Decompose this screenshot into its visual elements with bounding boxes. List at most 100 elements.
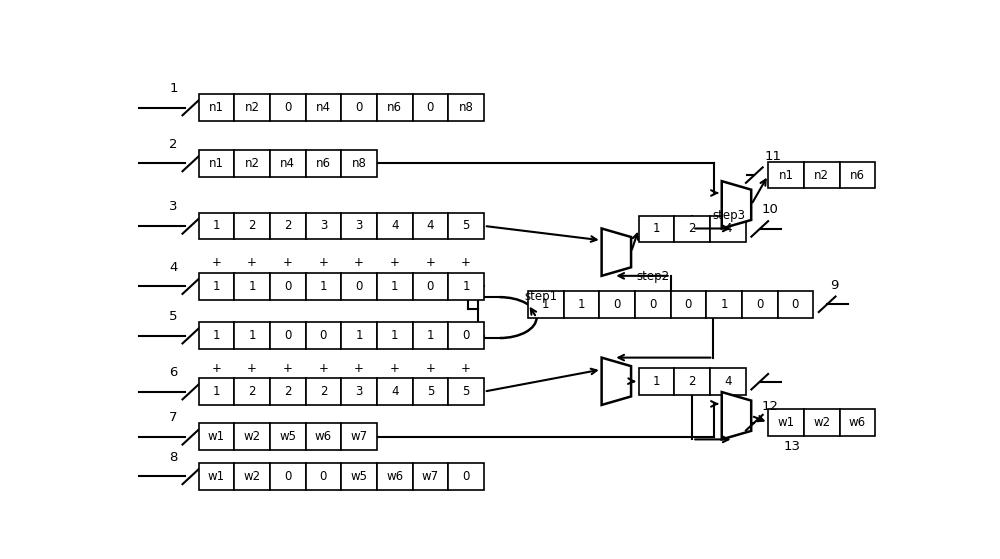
Bar xyxy=(377,463,413,490)
Bar xyxy=(234,378,270,405)
Polygon shape xyxy=(722,392,751,439)
Bar xyxy=(341,273,377,300)
Polygon shape xyxy=(602,358,631,405)
Text: 1: 1 xyxy=(720,298,728,311)
Text: 0: 0 xyxy=(427,280,434,293)
Text: n1: n1 xyxy=(209,101,224,114)
Polygon shape xyxy=(602,229,631,276)
Text: 3: 3 xyxy=(355,220,363,233)
Bar xyxy=(306,323,341,349)
Text: +: + xyxy=(318,257,328,269)
Text: 2: 2 xyxy=(284,220,292,233)
Text: +: + xyxy=(354,257,364,269)
Text: 5: 5 xyxy=(462,385,470,398)
Text: 0: 0 xyxy=(284,101,291,114)
Text: 2: 2 xyxy=(248,220,256,233)
Text: 4: 4 xyxy=(391,385,398,398)
Text: 0: 0 xyxy=(284,280,291,293)
Text: 1: 1 xyxy=(427,329,434,342)
Bar xyxy=(341,378,377,405)
Text: 1: 1 xyxy=(169,82,178,95)
Bar xyxy=(710,368,746,395)
Bar xyxy=(234,424,270,450)
Bar xyxy=(742,291,778,318)
Text: 2: 2 xyxy=(248,385,256,398)
Bar xyxy=(306,463,341,490)
Text: n4: n4 xyxy=(316,101,331,114)
Bar xyxy=(234,273,270,300)
Text: w1: w1 xyxy=(778,416,795,429)
Bar xyxy=(448,273,484,300)
Bar xyxy=(377,323,413,349)
Text: 0: 0 xyxy=(284,329,291,342)
Text: 1: 1 xyxy=(213,220,220,233)
Bar xyxy=(674,368,710,395)
Text: 0: 0 xyxy=(685,298,692,311)
Polygon shape xyxy=(722,181,751,229)
Text: step1: step1 xyxy=(524,290,557,302)
Text: 1: 1 xyxy=(391,329,398,342)
Bar xyxy=(270,273,306,300)
Text: 1: 1 xyxy=(355,329,363,342)
Bar xyxy=(341,212,377,239)
Bar xyxy=(599,291,635,318)
Bar xyxy=(341,323,377,349)
Text: 1: 1 xyxy=(653,222,660,235)
Text: n2: n2 xyxy=(245,101,260,114)
Text: n1: n1 xyxy=(779,169,794,182)
Text: 0: 0 xyxy=(613,298,621,311)
Bar xyxy=(413,212,448,239)
Text: 11: 11 xyxy=(764,150,781,163)
Text: +: + xyxy=(425,257,435,269)
Bar xyxy=(234,94,270,121)
Bar xyxy=(234,323,270,349)
Text: w6: w6 xyxy=(386,470,403,483)
Bar xyxy=(413,463,448,490)
Text: n6: n6 xyxy=(387,101,402,114)
Text: 6: 6 xyxy=(169,366,178,379)
Text: 0: 0 xyxy=(649,298,656,311)
Text: 1: 1 xyxy=(213,385,220,398)
Bar xyxy=(306,273,341,300)
Bar xyxy=(199,323,234,349)
Text: 5: 5 xyxy=(169,310,178,323)
Bar xyxy=(706,291,742,318)
Text: 4: 4 xyxy=(427,220,434,233)
Text: n1: n1 xyxy=(209,157,224,170)
Text: 2: 2 xyxy=(320,385,327,398)
Text: n2: n2 xyxy=(814,169,829,182)
Bar xyxy=(840,162,875,188)
Text: 0: 0 xyxy=(320,470,327,483)
Text: 5: 5 xyxy=(462,220,470,233)
Bar xyxy=(199,94,234,121)
Bar xyxy=(635,291,671,318)
Bar xyxy=(234,212,270,239)
Bar xyxy=(199,150,234,177)
Text: w5: w5 xyxy=(351,470,368,483)
Text: 0: 0 xyxy=(427,101,434,114)
Text: 1: 1 xyxy=(320,280,327,293)
Text: +: + xyxy=(247,362,257,375)
Text: 0: 0 xyxy=(756,298,763,311)
Text: +: + xyxy=(212,257,221,269)
Text: 12: 12 xyxy=(761,400,778,413)
Text: 13: 13 xyxy=(784,440,801,453)
Bar xyxy=(413,94,448,121)
Text: w2: w2 xyxy=(244,470,261,483)
Bar xyxy=(341,94,377,121)
Text: w2: w2 xyxy=(813,416,830,429)
Text: +: + xyxy=(283,257,293,269)
Bar xyxy=(710,216,746,242)
Text: 0: 0 xyxy=(355,101,363,114)
Bar xyxy=(199,212,234,239)
Text: +: + xyxy=(390,257,400,269)
Bar xyxy=(768,162,804,188)
Text: +: + xyxy=(283,362,293,375)
Bar xyxy=(639,216,674,242)
Text: 9: 9 xyxy=(830,279,839,292)
Text: step2: step2 xyxy=(637,270,670,283)
Text: 1: 1 xyxy=(391,280,398,293)
Text: 4: 4 xyxy=(391,220,398,233)
Text: 0: 0 xyxy=(320,329,327,342)
Text: 3: 3 xyxy=(169,201,178,214)
